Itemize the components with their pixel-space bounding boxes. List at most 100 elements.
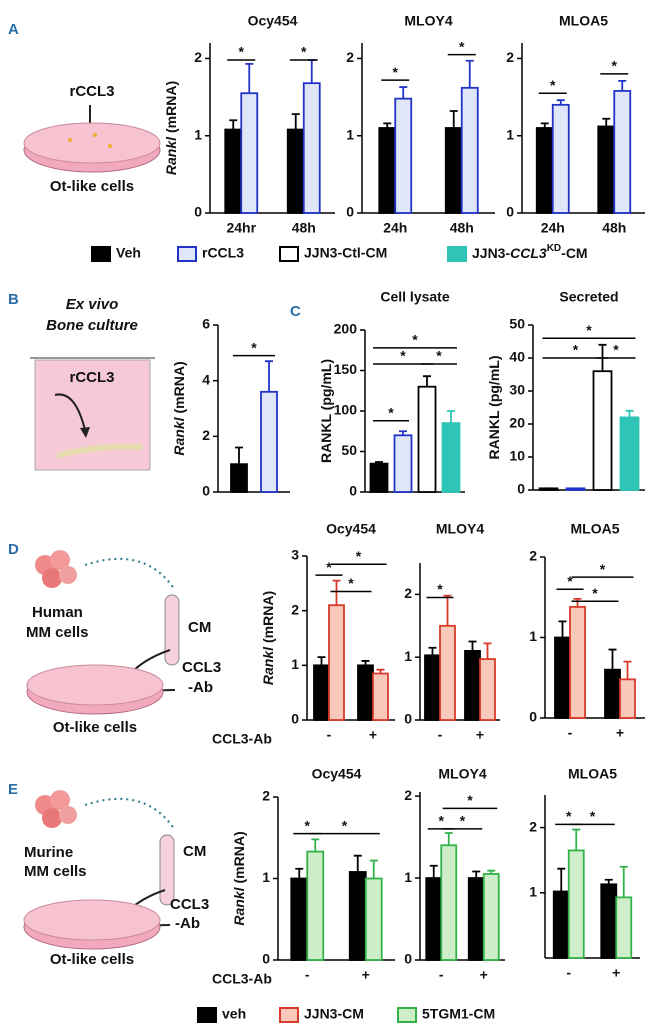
- error-bar: [383, 122, 392, 128]
- significance-label: *: [342, 817, 348, 833]
- illustration-label: CCL3: [182, 659, 221, 676]
- error-bar: [449, 110, 458, 128]
- y-tick-label: 2: [202, 427, 210, 443]
- y-tick-label: 20: [509, 415, 525, 431]
- error-bar: [311, 838, 320, 852]
- chart-title: MLOA5: [571, 521, 620, 537]
- bar: [417, 385, 437, 493]
- y-tick-label: 2: [346, 49, 354, 65]
- bar: [372, 672, 389, 721]
- error-bar: [572, 828, 581, 851]
- x-axis-label: CCL3-Ab: [212, 731, 272, 747]
- error-bar: [307, 59, 316, 84]
- error-bar: [557, 867, 566, 892]
- illustration-label: -Ab: [175, 915, 200, 932]
- y-tick-label: 1: [346, 126, 354, 142]
- x-tick-label: +: [612, 965, 620, 981]
- bar: [313, 664, 330, 721]
- x-tick-label: +: [369, 727, 377, 743]
- panel-letter: B: [8, 291, 19, 308]
- y-tick-label: 30: [509, 382, 525, 398]
- bar: [260, 390, 278, 493]
- y-tick-label: 2: [262, 788, 270, 804]
- bar: [394, 97, 413, 214]
- x-tick-label: -: [438, 727, 443, 743]
- significance-label: *: [566, 808, 572, 824]
- illustration-label: Ex vivo: [66, 296, 119, 313]
- significance-label: *: [550, 77, 556, 93]
- y-tick-label: 150: [334, 361, 358, 377]
- panel-letter: C: [290, 303, 301, 320]
- y-axis-label-part: RANKL (pg/mL): [318, 359, 334, 463]
- bar: [348, 871, 367, 961]
- significance-label: *: [393, 64, 399, 80]
- significance-label: *: [460, 813, 466, 829]
- y-tick-label: 0: [202, 483, 210, 499]
- illustration-label: Ot-like cells: [50, 178, 134, 195]
- error-bar: [245, 62, 254, 94]
- legend-label: 5TGM1-CM: [422, 1006, 495, 1022]
- y-tick-label: 0: [349, 483, 357, 499]
- significance-label: *: [436, 348, 442, 364]
- bar: [604, 668, 621, 719]
- y-tick-label: 2: [529, 548, 537, 564]
- error-bar: [399, 86, 408, 99]
- illustration-label: rCCL3: [69, 369, 114, 386]
- y-axis-label-part: (mRNA): [231, 831, 247, 883]
- bar: [551, 103, 570, 214]
- significance-label: *: [613, 342, 619, 358]
- significance-label: *: [467, 792, 473, 808]
- legend-swatch: [279, 246, 299, 262]
- error-bar: [483, 642, 492, 660]
- illustration-label: Ot-like cells: [50, 951, 134, 968]
- chart-title: Ocy454: [312, 766, 362, 782]
- x-tick-label: +: [616, 725, 624, 741]
- x-tick-label: -: [305, 967, 310, 983]
- x-tick-label: -: [566, 965, 571, 981]
- error-bar: [332, 579, 341, 606]
- error-bar: [317, 656, 326, 666]
- chart-title: MLOY4: [436, 521, 484, 537]
- error-bar: [423, 375, 431, 387]
- error-bar: [604, 878, 613, 885]
- bar: [615, 896, 633, 959]
- significance-label: *: [600, 561, 606, 577]
- y-tick-label: 2: [404, 787, 412, 803]
- illustration-label: Ot-like cells: [53, 719, 137, 736]
- bar: [467, 877, 485, 961]
- chart: 0 1 2 MLOY4 - + *: [404, 521, 500, 743]
- bar: [592, 370, 613, 491]
- y-tick-label: 1: [529, 628, 537, 644]
- illustration-label: CM: [188, 619, 211, 636]
- y-tick-label: 2: [404, 585, 412, 601]
- chart: 0 1 2 Ocy454 Rankl (mRNA) CCL3-Ab - + * *: [212, 766, 395, 987]
- bar: [569, 606, 586, 719]
- significance-label: *: [612, 58, 618, 74]
- y-tick-label: 6: [202, 316, 210, 332]
- error-bar: [487, 869, 496, 874]
- error-bar: [468, 640, 477, 651]
- x-tick-label: +: [362, 967, 370, 983]
- y-axis-label-part: (mRNA): [260, 591, 276, 643]
- y-axis-label: RANKL (pg/mL): [486, 356, 502, 460]
- bar: [552, 890, 570, 959]
- error-bar: [472, 870, 481, 879]
- bar: [230, 463, 248, 493]
- y-axis-label: Rankl (mRNA): [260, 591, 276, 685]
- error-bar: [291, 113, 300, 130]
- y-axis-label: RANKL (pg/mL): [318, 359, 334, 463]
- x-tick-label: 48h: [292, 220, 316, 236]
- error-bar: [625, 409, 634, 418]
- y-tick-label: 3: [291, 547, 299, 563]
- chart-title: Secreted: [559, 289, 618, 305]
- chart-title: Ocy454: [248, 13, 298, 29]
- y-tick-label: 1: [529, 884, 537, 900]
- y-tick-label: 0: [291, 711, 299, 727]
- x-tick-label: 24hr: [226, 220, 256, 236]
- y-tick-label: 200: [334, 321, 358, 337]
- significance-label: *: [301, 44, 307, 60]
- y-axis-label: Rankl (mRNA): [171, 361, 187, 455]
- error-bar: [558, 620, 567, 638]
- bar: [482, 873, 500, 961]
